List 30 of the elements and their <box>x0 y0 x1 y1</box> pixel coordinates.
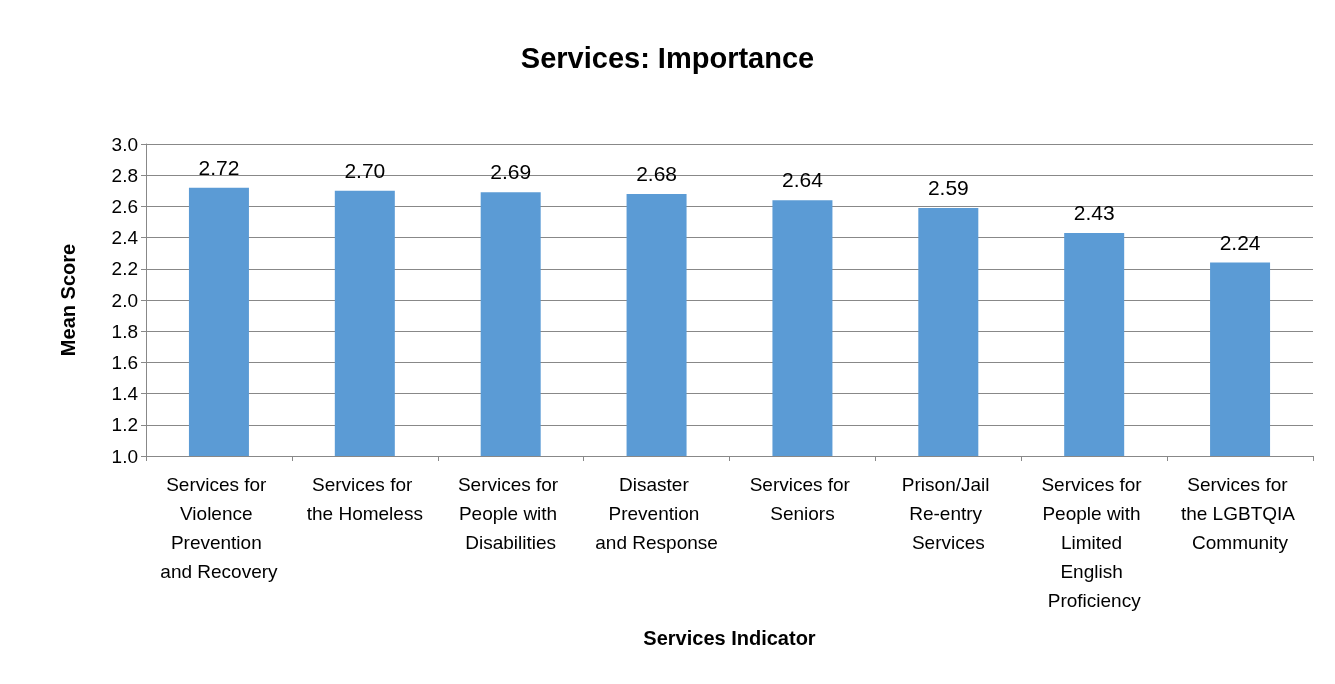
y-tick-label: 2.2 <box>111 258 138 280</box>
x-tick-label: Services for the Homeless <box>306 474 423 524</box>
chart-title: Services: Importance <box>520 41 815 74</box>
x-tick-label: Disaster Prevention and Response <box>595 474 718 553</box>
y-tick-label: 3.0 <box>111 133 138 155</box>
y-tick-label: 1.6 <box>111 351 138 373</box>
y-tick-label: 1.4 <box>111 383 139 405</box>
x-axis-title: Services Indicator <box>643 627 816 649</box>
y-tick-label: 1.8 <box>111 320 138 342</box>
data-label: 2.43 <box>1073 200 1115 224</box>
data-label: 2.59 <box>927 175 969 199</box>
x-tick-label: Services for Violence Prevention and Recovery <box>160 474 279 582</box>
data-label: 2.24 <box>1219 230 1261 254</box>
x-tick-label: Services for the LGBTQIA Community <box>1180 474 1300 553</box>
data-label: 2.70 <box>344 158 386 182</box>
y-tick-label: 2.0 <box>111 289 138 311</box>
data-label: 2.72 <box>198 155 240 179</box>
y-tick-label: 1.2 <box>111 414 138 436</box>
data-label: 2.69 <box>490 160 532 184</box>
x-tick-label: Services for Seniors <box>749 474 856 524</box>
x-tick-label: Services for People with Limited English Proficiency <box>1041 474 1147 611</box>
x-tick-label: Prison/Jail Re-entry Services <box>901 474 995 553</box>
y-tick-label: 2.4 <box>111 227 139 249</box>
y-tick-label: 2.8 <box>111 164 138 186</box>
data-label: 2.68 <box>636 161 677 185</box>
x-tick-label: Services for People with Disabilities <box>457 474 564 553</box>
y-axis-title: Mean Score <box>57 243 79 357</box>
y-tick-label: 2.6 <box>111 195 138 217</box>
data-label: 2.64 <box>782 168 824 192</box>
y-tick-label: 1.0 <box>111 445 138 467</box>
